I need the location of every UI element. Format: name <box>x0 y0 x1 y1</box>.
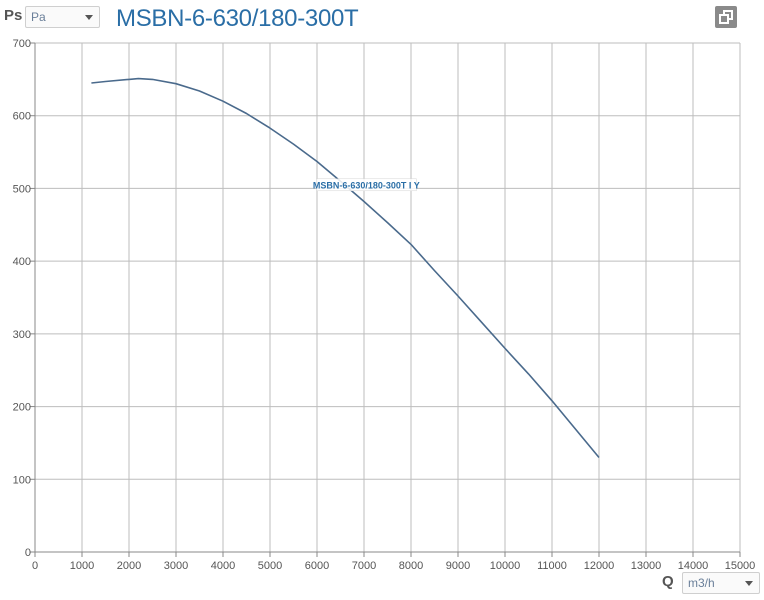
series-line <box>91 77 600 459</box>
x-tick-label: 6000 <box>305 560 329 572</box>
x-unit-select[interactable]: m3/h <box>682 572 760 594</box>
y-tick-label: 700 <box>13 38 31 50</box>
x-tick-label: 8000 <box>399 560 423 572</box>
chevron-down-icon <box>745 581 753 586</box>
grid <box>34 42 741 553</box>
x-tick-label: 9000 <box>446 560 470 572</box>
y-tick-label: 500 <box>13 183 31 195</box>
series-label: MSBN-6-630/180-300T I Y <box>313 180 420 190</box>
y-tick-label: 100 <box>13 474 31 486</box>
x-unit-value: m3/h <box>688 576 715 590</box>
x-tick-label: 11000 <box>537 560 567 572</box>
x-tick-label: 14000 <box>678 560 709 572</box>
chevron-down-icon <box>85 15 93 20</box>
x-tick-label: 0 <box>32 560 38 572</box>
expand-button[interactable] <box>715 6 737 28</box>
x-tick-label: 4000 <box>211 560 235 572</box>
chart-title: MSBN-6-630/180-300T <box>116 5 359 32</box>
y-unit-value: Pa <box>31 10 46 24</box>
y-tick-label: 200 <box>13 402 31 414</box>
y-axis-name: Ps <box>4 7 23 24</box>
tick-labels: 0 1000 2000 3000 4000 5000 6000 7000 8000 9000 100… <box>13 38 756 572</box>
y-unit-select[interactable]: Pa <box>25 6 100 28</box>
x-tick-label: 13000 <box>631 560 662 572</box>
y-tick-label: 600 <box>13 111 31 123</box>
axes <box>30 42 741 557</box>
x-axis-name: Q <box>662 573 674 590</box>
annotation-layer: MSBN-6-630/180-300T I Y <box>313 178 420 192</box>
x-tick-label: 10000 <box>490 560 521 572</box>
x-tick-label: 1000 <box>70 560 94 572</box>
series-label-box <box>316 178 417 192</box>
y-tick-label: 0 <box>25 547 31 559</box>
x-tick-label: 3000 <box>164 560 188 572</box>
x-tick-label: 2000 <box>117 560 141 572</box>
y-tick-label: 400 <box>13 256 31 268</box>
x-tick-label: 15000 <box>725 560 756 572</box>
x-tick-label: 12000 <box>584 560 615 572</box>
x-tick-label: 7000 <box>352 560 376 572</box>
y-tick-label: 300 <box>13 329 31 341</box>
series-layer <box>91 77 600 459</box>
x-tick-label: 5000 <box>258 560 282 572</box>
